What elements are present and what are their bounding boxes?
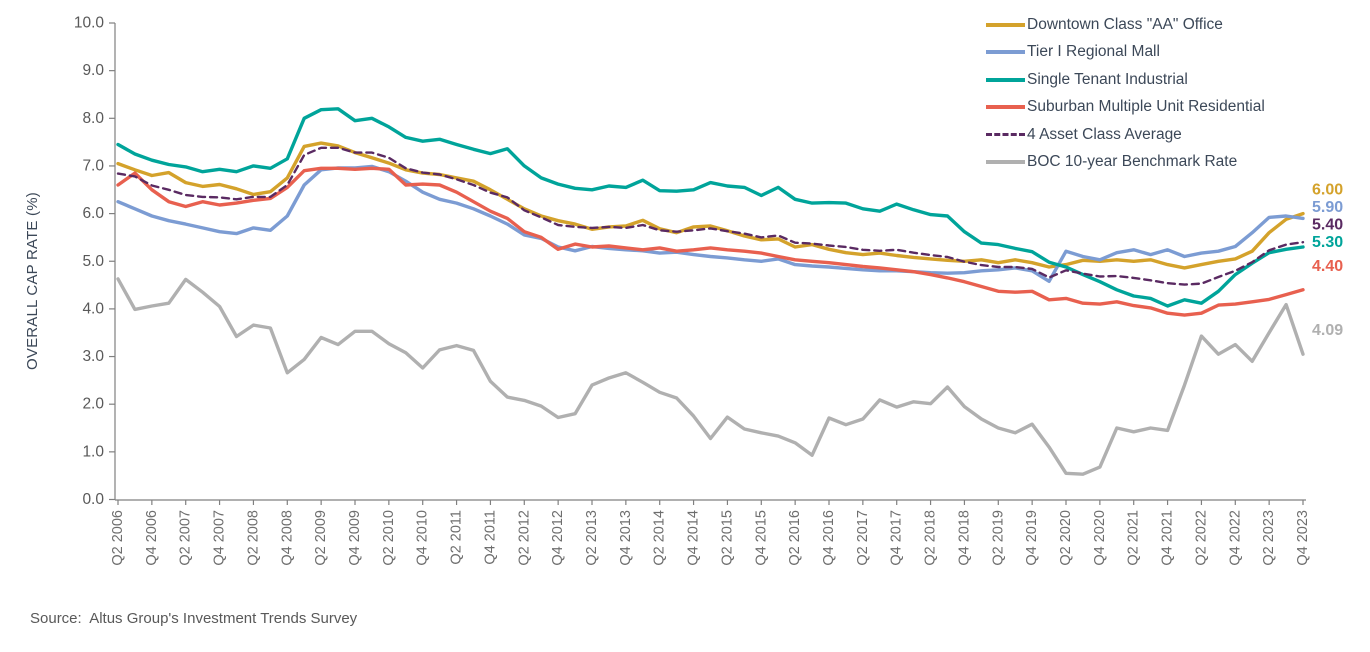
x-tick-label: Q2 2015 — [719, 510, 735, 566]
y-tick-label: 4.0 — [82, 300, 104, 317]
y-tick-label: 0.0 — [82, 491, 104, 508]
x-tick-label: Q4 2008 — [279, 510, 295, 566]
legend-label: Single Tenant Industrial — [1027, 70, 1188, 88]
x-tick-label: Q2 2022 — [1193, 510, 1209, 566]
end-value-label: 4.40 — [1312, 258, 1343, 275]
legend-swatch-icon — [986, 105, 1025, 110]
x-tick-label: Q4 2018 — [956, 510, 972, 566]
legend-item-0: Downtown Class "AA" Office — [986, 11, 1265, 39]
x-tick-label: Q4 2023 — [1295, 510, 1311, 566]
y-tick-label: 3.0 — [82, 348, 104, 365]
legend-label: 4 Asset Class Average — [1027, 125, 1182, 143]
legend-swatch-icon — [986, 50, 1025, 55]
chart-legend: Downtown Class "AA" Office Tier I Regiona… — [986, 11, 1265, 176]
x-tick-label: Q4 2013 — [618, 510, 634, 566]
x-tick-label: Q2 2009 — [313, 510, 329, 566]
y-tick-label: 10.0 — [74, 15, 105, 32]
series-line-5 — [116, 277, 1305, 476]
x-tick-label: Q4 2020 — [1092, 510, 1108, 566]
x-tick-label: Q4 2016 — [821, 510, 837, 566]
series-line-0 — [116, 141, 1305, 270]
legend-swatch-icon — [986, 77, 1025, 82]
x-tick-label: Q2 2014 — [652, 510, 668, 566]
legend-item-2: Single Tenant Industrial — [986, 66, 1265, 94]
x-tick-label: Q2 2007 — [178, 510, 194, 566]
y-axis-title: OVERALL CAP RATE (%) — [24, 192, 41, 370]
series-line-3 — [116, 166, 1305, 317]
x-tick-label: Q2 2017 — [855, 510, 871, 566]
x-tick-label: Q2 2018 — [923, 510, 939, 566]
end-value-label: 5.30 — [1312, 234, 1343, 251]
x-tick-label: Q2 2019 — [990, 510, 1006, 566]
x-tick-label: Q4 2014 — [686, 510, 702, 566]
y-tick-label: 5.0 — [82, 253, 104, 270]
legend-label: Downtown Class "AA" Office — [1027, 15, 1223, 33]
legend-swatch-icon — [986, 22, 1025, 27]
x-tick-label: Q4 2009 — [347, 510, 363, 566]
x-tick-label: Q4 2021 — [1160, 510, 1176, 566]
legend-item-5: BOC 10-year Benchmark Rate — [986, 149, 1265, 177]
end-value-label: 6.00 — [1312, 182, 1343, 199]
y-tick-label: 9.0 — [82, 62, 104, 79]
x-tick-label: Q4 2011 — [482, 510, 498, 565]
series-line-1 — [116, 164, 1305, 283]
x-tick-label: Q4 2012 — [550, 510, 566, 566]
y-tick-label: 2.0 — [82, 396, 104, 413]
end-value-label: 5.40 — [1312, 217, 1343, 234]
y-tick-label: 8.0 — [82, 110, 104, 127]
x-tick-label: Q2 2013 — [584, 510, 600, 566]
y-tick-label: 6.0 — [82, 205, 104, 222]
x-tick-label: Q4 2019 — [1024, 510, 1040, 566]
x-tick-label: Q2 2016 — [787, 510, 803, 566]
x-tick-label: Q2 2011 — [449, 510, 465, 565]
x-tick-label: Q4 2010 — [415, 510, 431, 566]
legend-item-4: 4 Asset Class Average — [986, 121, 1265, 149]
legend-label: Suburban Multiple Unit Residential — [1027, 98, 1265, 116]
x-tick-label: Q4 2017 — [889, 510, 905, 566]
x-tick-label: Q4 2022 — [1227, 510, 1243, 566]
legend-label: Tier I Regional Mall — [1027, 43, 1160, 61]
end-value-label: 5.90 — [1312, 199, 1343, 216]
x-tick-label: Q4 2006 — [144, 510, 160, 566]
source-note: Source: Altus Group's Investment Trends … — [30, 610, 358, 627]
series-line-2 — [116, 107, 1305, 308]
y-tick-label: 1.0 — [82, 443, 104, 460]
x-tick-label: Q2 2023 — [1261, 510, 1277, 566]
x-tick-label: Q2 2006 — [110, 510, 126, 566]
x-tick-label: Q2 2010 — [381, 510, 397, 566]
x-tick-label: Q2 2021 — [1126, 510, 1142, 566]
y-tick-label: 7.0 — [82, 157, 104, 174]
series-line-4 — [116, 146, 1305, 286]
x-tick-label: Q4 2007 — [212, 510, 228, 566]
end-value-label: 4.09 — [1312, 322, 1343, 339]
legend-swatch-icon — [986, 133, 1025, 137]
x-tick-label: Q2 2008 — [245, 510, 261, 566]
legend-label: BOC 10-year Benchmark Rate — [1027, 153, 1238, 171]
legend-item-3: Suburban Multiple Unit Residential — [986, 94, 1265, 122]
legend-swatch-icon — [986, 160, 1025, 165]
x-tick-label: Q2 2020 — [1058, 510, 1074, 566]
x-tick-label: Q2 2012 — [516, 510, 532, 566]
x-tick-label: Q4 2015 — [753, 510, 769, 566]
legend-item-1: Tier I Regional Mall — [986, 39, 1265, 67]
